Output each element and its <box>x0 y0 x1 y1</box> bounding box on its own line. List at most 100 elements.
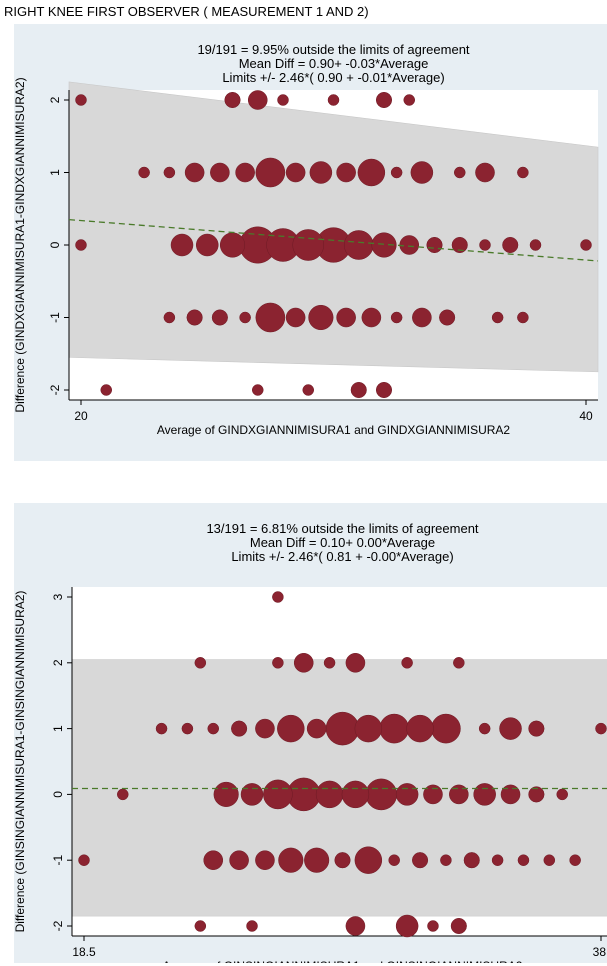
plot-header-line: Mean Diff = 0.10+ 0.00*Average <box>250 535 435 550</box>
data-point <box>309 161 333 184</box>
y-tick-label: 1 <box>51 725 65 732</box>
data-point <box>491 854 504 866</box>
data-point <box>75 239 87 251</box>
bland-altman-plot-right-knee-1: 19/191 = 9.95% outside the limits of agr… <box>13 24 607 461</box>
data-point <box>365 778 398 811</box>
data-point <box>375 381 393 399</box>
data-point <box>403 94 415 106</box>
data-point <box>354 846 383 874</box>
data-point <box>412 307 432 328</box>
data-point <box>255 718 275 739</box>
data-point <box>203 850 224 870</box>
data-point <box>235 162 255 183</box>
data-point <box>211 309 228 326</box>
data-point <box>406 714 434 743</box>
data-point <box>293 653 314 673</box>
data-point <box>517 854 530 866</box>
data-point <box>255 850 275 870</box>
plot-header-line: 19/191 = 9.95% outside the limits of agr… <box>197 42 469 57</box>
data-point <box>450 917 467 935</box>
y-tick-label: -2 <box>51 920 65 931</box>
plot-header-line: Mean Diff = 0.90+ -0.03*Average <box>239 56 429 71</box>
data-point <box>277 714 305 743</box>
data-point <box>580 239 592 251</box>
data-point <box>247 90 268 110</box>
data-point <box>246 920 258 932</box>
data-point <box>252 384 264 396</box>
data-point <box>345 916 366 936</box>
data-point <box>390 166 403 179</box>
data-point <box>395 914 419 938</box>
plot-header-line: Limits +/- 2.46*( 0.81 + -0.00*Average) <box>231 549 453 564</box>
data-point <box>213 781 239 807</box>
data-point <box>78 854 90 866</box>
data-point <box>327 94 340 106</box>
data-point <box>350 381 367 399</box>
x-axis-title: Average of GINDXGIANNIMISURA1 and GINDXG… <box>157 423 511 437</box>
data-point <box>170 233 194 257</box>
data-point <box>231 720 248 737</box>
data-point <box>401 657 413 669</box>
data-point <box>224 91 241 109</box>
data-point <box>323 657 336 669</box>
data-point <box>186 309 203 326</box>
data-point <box>502 236 519 254</box>
data-point <box>138 166 150 179</box>
data-point <box>184 162 205 183</box>
data-point <box>196 233 219 257</box>
x-tick-label: 20 <box>74 409 88 423</box>
data-point <box>255 157 286 188</box>
data-point <box>255 302 286 333</box>
data-point <box>410 161 434 184</box>
y-tick-label: 0 <box>51 791 65 798</box>
data-point <box>341 780 370 809</box>
x-tick-label: 18.5 <box>72 945 96 959</box>
x-tick-label: 40 <box>579 409 593 423</box>
data-point <box>229 850 249 870</box>
y-tick-label: -2 <box>48 384 62 395</box>
data-point <box>528 786 545 803</box>
data-point <box>390 311 403 324</box>
y-tick-label: -1 <box>51 855 65 866</box>
data-point <box>478 722 491 735</box>
page-title: RIGHT KNEE FIRST OBSERVER ( MEASUREMENT … <box>4 4 369 19</box>
data-point <box>543 854 556 866</box>
data-point <box>569 854 581 866</box>
data-point <box>357 158 386 187</box>
x-tick-label: 38. <box>593 945 607 959</box>
data-point <box>426 236 443 254</box>
data-point <box>285 162 306 183</box>
data-point <box>306 718 327 739</box>
data-point <box>285 307 306 328</box>
data-point <box>499 717 522 740</box>
data-point <box>343 230 374 260</box>
data-point <box>439 309 456 326</box>
bland-altman-plot-right-knee-2: 13/191 = 6.81% outside the limits of agr… <box>13 503 607 963</box>
data-point <box>427 920 439 932</box>
data-point <box>75 94 87 106</box>
data-point <box>163 166 176 179</box>
data-point <box>529 239 542 251</box>
data-point <box>375 91 393 109</box>
data-point <box>412 852 429 869</box>
data-point <box>517 166 529 179</box>
data-point <box>517 311 529 324</box>
data-point <box>304 847 330 873</box>
data-point <box>440 854 452 866</box>
data-point <box>100 384 112 396</box>
data-point <box>479 239 491 251</box>
data-point <box>431 713 461 744</box>
data-point <box>528 720 545 737</box>
data-point <box>302 384 314 396</box>
data-point <box>595 722 607 735</box>
data-point <box>399 235 420 255</box>
x-axis-title: Average of GINSINGIANNIMISURA1 and GINSI… <box>163 959 523 963</box>
y-tick-label: 3 <box>51 593 65 600</box>
data-point <box>345 653 366 673</box>
data-point <box>210 162 230 183</box>
y-tick-label: 0 <box>48 241 62 248</box>
data-point <box>194 657 207 669</box>
data-point <box>239 311 251 324</box>
data-point <box>277 94 289 106</box>
data-point <box>278 847 304 873</box>
